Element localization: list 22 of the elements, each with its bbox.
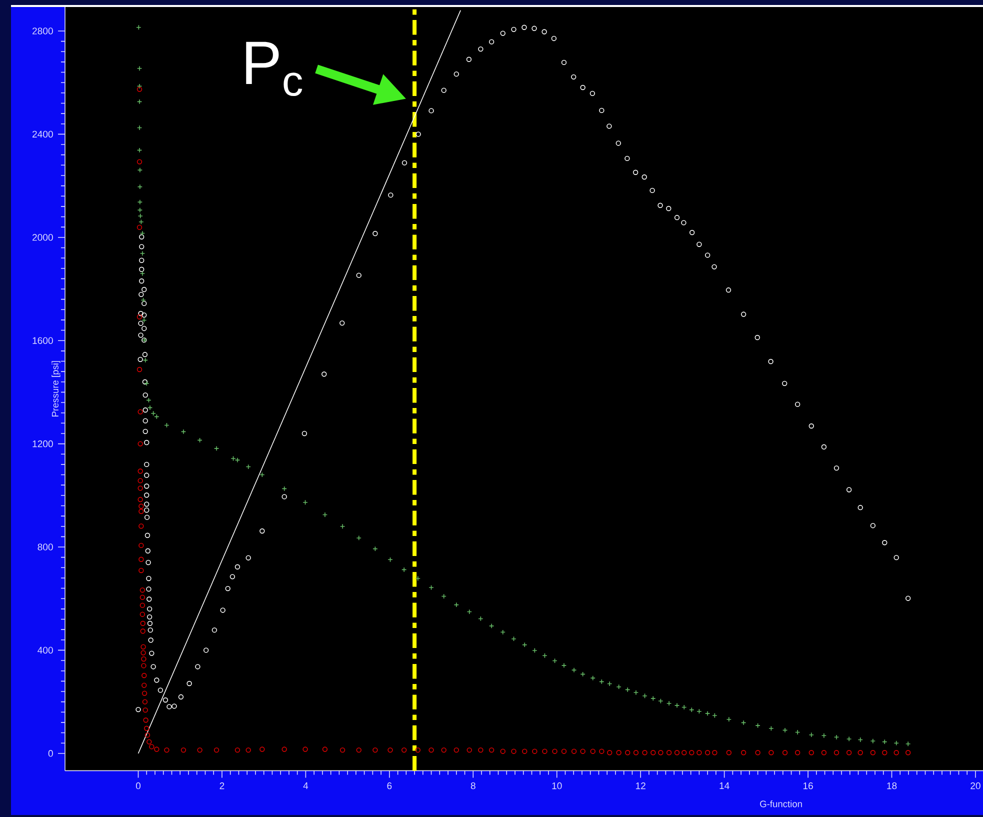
x-tick-label: 4 — [303, 782, 308, 789]
x-tick-label: 18 — [887, 782, 897, 790]
y-tick-label: 800 — [38, 544, 53, 550]
y-tick-label: 1600 — [32, 337, 53, 344]
x-tick-label: 8 — [470, 782, 476, 790]
x-tick-label: 14 — [720, 782, 730, 789]
x-tick-label: 0 — [136, 782, 141, 790]
x-axis-title: G-function — [760, 800, 802, 808]
y-tick-label: 2800 — [32, 28, 53, 34]
y-tick-label: 1200 — [32, 440, 53, 448]
x-tick-label: 20 — [970, 782, 980, 790]
annotation: P$_{c}$ — [246, 42, 302, 96]
x-tick-label: 10 — [552, 782, 562, 790]
x-tick-label: 6 — [387, 782, 392, 790]
y-tick-label: 400 — [38, 646, 53, 654]
x-tick-label: 16 — [803, 782, 813, 790]
y-tick-label: 0 — [48, 750, 53, 757]
y-tick-label: 2000 — [32, 234, 53, 241]
x-tick-label: 12 — [636, 782, 646, 790]
y-tick-label: 2400 — [32, 130, 53, 138]
x-tick-label: 2 — [220, 782, 224, 790]
y-axis-title: Pressure [psi] — [52, 361, 60, 416]
